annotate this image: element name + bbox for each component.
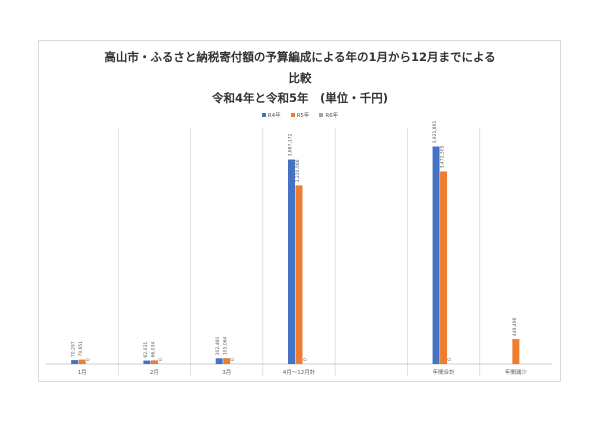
x-tick-label: 年間減少 <box>505 368 528 376</box>
legend-label-r5: R5年 <box>296 113 310 119</box>
legend-item-r4: R4年 <box>261 111 281 119</box>
bar-R4年 <box>288 159 295 364</box>
x-tick-label: 年間合計 <box>433 368 456 376</box>
data-label: 66,034 <box>150 341 156 357</box>
legend-swatch-r6 <box>319 113 324 117</box>
data-label: 3,687,172 <box>288 133 294 156</box>
bar-R5年 <box>150 360 158 364</box>
data-label: 0 <box>303 358 309 361</box>
bar-R5年 <box>512 339 520 364</box>
data-label: 0 <box>158 358 164 361</box>
data-label: 0 <box>447 358 453 361</box>
data-label: 3,472,305 <box>440 145 446 168</box>
data-label: 0 <box>86 358 92 361</box>
x-tick-label: 3月 <box>222 369 231 376</box>
legend-label-r4: R4年 <box>267 113 281 119</box>
x-tick-label: 4月～12月計 <box>283 368 316 376</box>
bar-R4年 <box>432 146 440 364</box>
chart-legend: R4年 R5年 R6年 <box>0 111 600 119</box>
bar-R5年 <box>78 359 86 364</box>
legend-label-r6: R6年 <box>325 113 339 119</box>
bar-R5年 <box>223 358 231 364</box>
data-label: 102,460 <box>215 337 221 356</box>
x-tick-label: 1月 <box>78 369 87 376</box>
data-label: 70,297 <box>71 341 77 357</box>
chart-title-line-3: 令和4年と令和5年 (単位・千円) <box>211 91 388 105</box>
data-label: 3,921,891 <box>432 120 438 143</box>
chart-title-line-1: 高山市・ふるさと納税寄付額の予算編成による年の1月から12月までによる <box>104 50 496 64</box>
x-tick-label: 2月 <box>150 369 159 376</box>
data-label: 3,220,566 <box>295 159 301 182</box>
data-label: 79,651 <box>78 341 84 357</box>
bar-R4年 <box>143 360 151 364</box>
data-label: 0 <box>230 358 236 361</box>
data-label: 62,031 <box>143 342 149 358</box>
legend-swatch-r5 <box>290 113 295 117</box>
legend-item-r5: R5年 <box>290 111 310 119</box>
legend-item-r6: R6年 <box>319 111 338 119</box>
legend-swatch-r4 <box>261 113 266 117</box>
bar-R4年 <box>215 358 223 364</box>
bar-R5年 <box>295 185 303 364</box>
data-label: 449,496 <box>512 317 518 336</box>
data-label: 105,064 <box>223 336 229 355</box>
chart-title-line-2: 比較 <box>288 71 312 85</box>
bar-R4年 <box>71 360 79 364</box>
bar-R5年 <box>440 171 448 364</box>
